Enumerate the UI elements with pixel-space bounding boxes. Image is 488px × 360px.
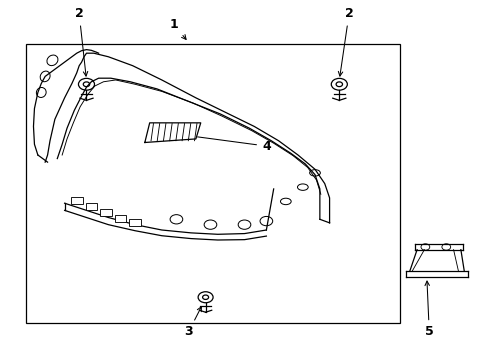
- Polygon shape: [144, 123, 201, 143]
- Text: 5: 5: [424, 281, 433, 338]
- Text: 3: 3: [184, 307, 201, 338]
- Bar: [100, 209, 112, 216]
- Bar: [115, 215, 126, 222]
- Bar: [71, 197, 82, 204]
- Bar: [26, 44, 399, 323]
- Bar: [85, 203, 97, 210]
- Text: 2: 2: [338, 8, 353, 76]
- Text: 4: 4: [190, 134, 270, 153]
- Bar: [129, 219, 141, 226]
- Text: 2: 2: [75, 8, 87, 76]
- Text: 1: 1: [169, 18, 186, 39]
